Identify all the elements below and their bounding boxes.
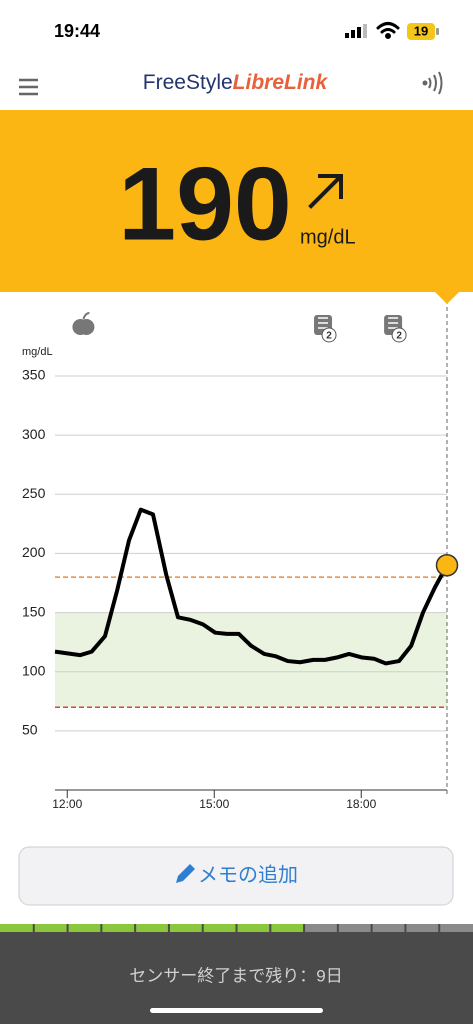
target-range [55, 612, 447, 708]
glucose-value: 190 [118, 146, 292, 262]
note-badge [391, 327, 407, 343]
glucose-unit: mg/dL [300, 226, 356, 248]
note-badge-count: 2 [396, 331, 402, 342]
apple-leaf [82, 312, 90, 320]
logo-part1: FreeStyle [143, 71, 233, 94]
battery-icon [407, 23, 435, 40]
pencil-icon [176, 864, 195, 883]
now-pointer [435, 292, 459, 304]
battery-level: 19 [414, 23, 428, 38]
food-event [72, 312, 95, 335]
sensor-status: センサー終了まで残り：9日 [129, 966, 342, 985]
home-indicator [150, 1008, 323, 1013]
y-tick-label: 200 [22, 544, 46, 560]
current-reading-marker [435, 554, 459, 577]
add-memo-button[interactable] [18, 846, 454, 906]
reading-panel [0, 110, 473, 292]
y-axis-label: mg/dL [22, 346, 53, 358]
add-memo-label: メモの追加 [198, 863, 298, 886]
trend-arrow [308, 174, 343, 209]
y-tick-label: 150 [22, 603, 46, 619]
y-tick-label: 250 [22, 485, 46, 501]
note-badge [321, 327, 337, 343]
battery-cap [436, 28, 439, 35]
y-tick-label: 350 [22, 367, 46, 383]
y-tick-label: 100 [22, 662, 46, 678]
x-tick-label: 12:00 [52, 797, 82, 811]
logo-part2: LibreLink [233, 71, 329, 94]
note-badge-count: 2 [326, 331, 332, 342]
menu-button[interactable] [19, 78, 38, 96]
glucose-line [54, 507, 449, 666]
y-tick-label: 50 [22, 722, 38, 738]
y-tick-label: 300 [22, 426, 46, 442]
x-tick-label: 15:00 [199, 797, 229, 811]
logo: FreeStyleLibreLink [143, 71, 329, 94]
wifi-icon [376, 22, 400, 39]
segment-filled [0, 924, 305, 932]
x-tick-label: 18:00 [346, 797, 376, 811]
signal-icon [345, 24, 367, 38]
note-event: 2 [314, 315, 337, 343]
apple-icon [78, 319, 95, 335]
status-time: 19:44 [54, 21, 100, 41]
scan-button[interactable] [422, 71, 443, 95]
note-event: 2 [384, 315, 407, 343]
